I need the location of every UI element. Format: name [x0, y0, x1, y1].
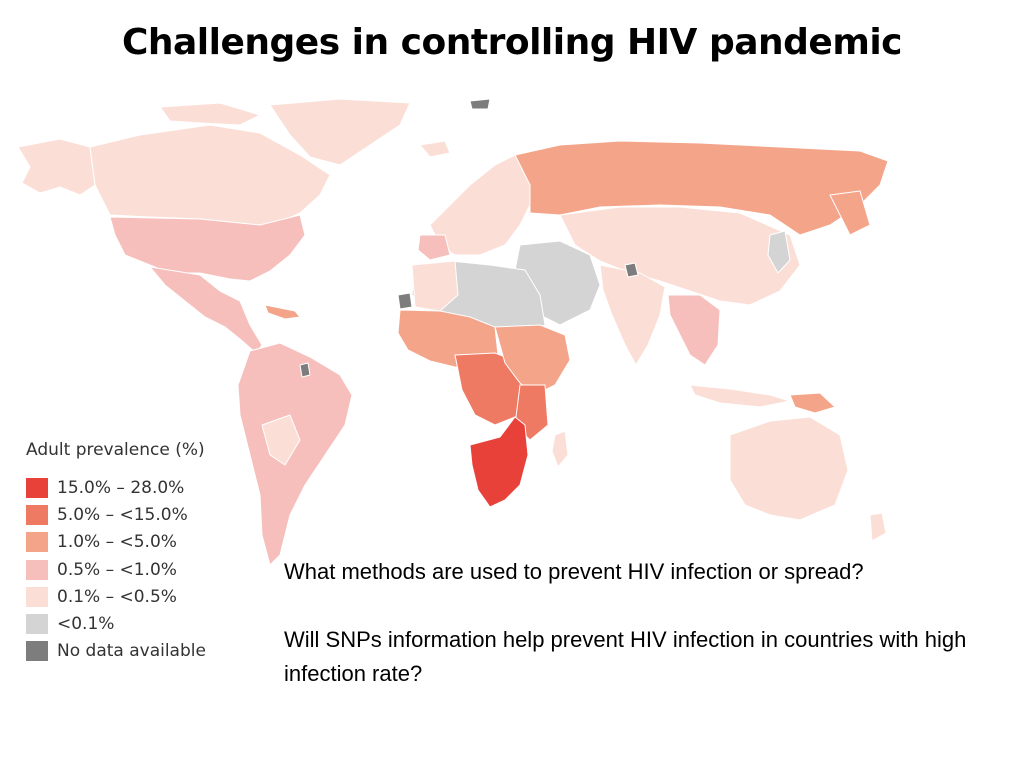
region-southern-africa — [469, 416, 529, 508]
region-southeast-asia — [667, 294, 721, 366]
legend-title: Adult prevalence (%) — [26, 440, 205, 460]
region-no-data-sahara — [397, 292, 413, 310]
region-no-data-greenland-n — [469, 98, 491, 110]
legend-item: 0.1% – <0.5% — [26, 583, 256, 610]
region-australia — [729, 416, 849, 521]
region-north-africa-west — [411, 260, 459, 312]
legend-label: 0.1% – <0.5% — [57, 586, 177, 607]
region-alaska — [17, 138, 96, 196]
region-canada — [89, 124, 331, 228]
region-greenland — [269, 98, 411, 166]
legend-item: 5.0% – <15.0% — [26, 501, 256, 528]
region-canada-islands — [159, 102, 261, 126]
slide-title: Challenges in controlling HIV pandemic — [121, 22, 903, 63]
region-india — [599, 264, 666, 366]
region-south-america — [237, 342, 353, 565]
region-east-africa — [494, 324, 571, 396]
region-iceland — [419, 140, 451, 158]
legend-label: 5.0% – <15.0% — [57, 504, 188, 525]
region-new-zealand — [869, 512, 887, 542]
legend-swatch — [26, 532, 48, 553]
world-map — [17, 98, 889, 565]
region-png — [789, 392, 836, 414]
legend-swatch — [26, 559, 48, 580]
legend-swatch — [26, 614, 48, 635]
region-south-america-highlight — [261, 414, 301, 466]
map-legend: Adult prevalence (%) 15.0% – 28.0% 5.0% … — [26, 440, 256, 665]
legend-label: No data available — [57, 641, 206, 662]
legend-item: 0.5% – <1.0% — [26, 556, 256, 583]
region-usa — [109, 214, 306, 282]
region-madagascar — [551, 430, 569, 468]
legend-label: 1.0% – <5.0% — [57, 532, 177, 553]
legend-swatch — [26, 477, 48, 498]
legend-item: 1.0% – <5.0% — [26, 529, 256, 556]
question-text: Will SNPs information help prevent HIV i… — [284, 627, 967, 686]
question-text: What methods are used to prevent HIV inf… — [284, 559, 864, 584]
legend-item: 15.0% – 28.0% — [26, 474, 256, 501]
legend-swatch — [26, 586, 48, 607]
region-no-data-kashmir — [624, 262, 639, 278]
region-iberia — [417, 234, 451, 261]
region-russia-east — [829, 190, 871, 236]
legend-label: 0.5% – <1.0% — [57, 559, 177, 580]
legend-swatch — [26, 641, 48, 662]
legend-label: 15.0% – 28.0% — [57, 477, 185, 498]
region-indonesia — [689, 384, 791, 408]
legend-label: <0.1% — [57, 614, 115, 635]
region-caribbean — [264, 304, 301, 320]
region-no-data-guiana — [299, 362, 311, 378]
legend-item: No data available — [26, 638, 256, 665]
region-japan — [767, 230, 791, 274]
discussion-questions: What methods are used to prevent HIV inf… — [284, 555, 984, 691]
region-asia — [559, 206, 801, 306]
legend-swatch — [26, 504, 48, 525]
legend-item: <0.1% — [26, 610, 256, 637]
